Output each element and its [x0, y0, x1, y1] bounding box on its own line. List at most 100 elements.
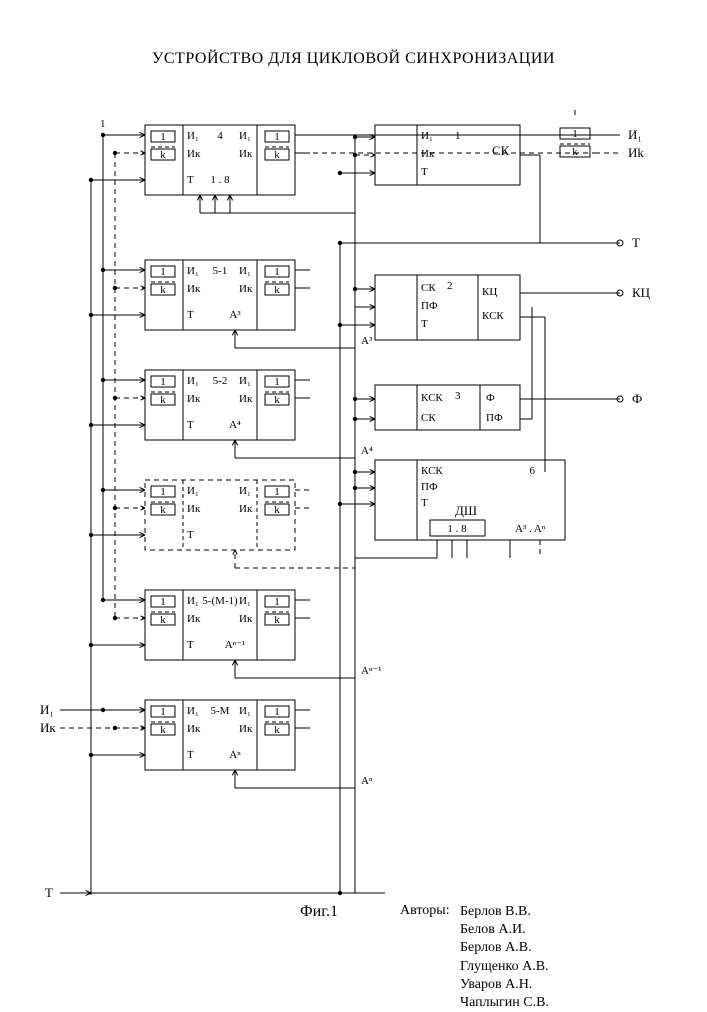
svg-text:1: 1	[274, 266, 280, 278]
svg-text:1 . 8: 1 . 8	[210, 174, 230, 186]
svg-text:ПФ: ПФ	[486, 412, 503, 424]
svg-text:5-2: 5-2	[213, 375, 228, 387]
svg-text:1: 1	[160, 596, 166, 608]
svg-text:КСК: КСК	[421, 465, 443, 477]
svg-text:Aⁿ: Aⁿ	[361, 775, 373, 787]
svg-text:k: k	[160, 504, 166, 516]
svg-text:Т: Т	[45, 885, 53, 900]
svg-text:Ик: Ик	[239, 723, 253, 735]
svg-text:5-(M-1): 5-(M-1)	[202, 595, 238, 607]
svg-text:k: k	[160, 149, 166, 161]
svg-text:КЦ: КЦ	[632, 285, 651, 300]
svg-text:1: 1	[274, 131, 280, 143]
svg-text:k: k	[160, 724, 166, 736]
svg-text:И₁: И₁	[187, 130, 199, 142]
svg-text:Ик: Ик	[239, 393, 253, 405]
svg-text:k: k	[274, 284, 280, 296]
svg-text:1: 1	[572, 128, 578, 140]
svg-text:4: 4	[217, 130, 223, 142]
svg-text:Aⁿ: Aⁿ	[229, 749, 241, 761]
svg-text:Ик: Ик	[421, 148, 435, 160]
svg-text:Ик: Ик	[239, 613, 253, 625]
svg-text:КСК: КСК	[482, 310, 504, 322]
svg-text:Иk: Иk	[628, 145, 644, 160]
svg-text:Т: Т	[187, 749, 194, 761]
svg-text:k: k	[572, 146, 578, 158]
svg-text:6: 6	[530, 465, 536, 477]
svg-text:k: k	[160, 284, 166, 296]
svg-text:И₁: И₁	[187, 485, 199, 497]
svg-text:1: 1	[455, 130, 461, 142]
svg-text:3: 3	[455, 390, 461, 402]
svg-text:И₁: И₁	[421, 130, 433, 142]
svg-text:Ф: Ф	[486, 392, 495, 404]
svg-text:Ик: Ик	[187, 148, 201, 160]
svg-text:A⁴: A⁴	[229, 419, 241, 431]
svg-text:1: 1	[160, 266, 166, 278]
svg-text:A³: A³	[229, 309, 241, 321]
svg-text:Ик: Ик	[187, 283, 201, 295]
svg-text:Aⁿ⁻¹: Aⁿ⁻¹	[225, 639, 246, 651]
svg-text:Ик: Ик	[187, 723, 201, 735]
svg-text:Т: Т	[187, 529, 194, 541]
svg-text:1: 1	[160, 706, 166, 718]
svg-text:Aⁿ⁻¹: Aⁿ⁻¹	[361, 665, 382, 677]
svg-text:И₁: И₁	[239, 485, 251, 497]
svg-text:СК: СК	[421, 282, 436, 294]
svg-text:1: 1	[274, 486, 280, 498]
svg-text:И₁: И₁	[239, 705, 251, 717]
svg-text:ДШ: ДШ	[455, 503, 477, 518]
svg-text:И₁: И₁	[239, 130, 251, 142]
svg-text:И₁: И₁	[239, 595, 251, 607]
svg-text:КЦ: КЦ	[482, 286, 497, 298]
svg-text:И₁: И₁	[187, 265, 199, 277]
svg-text:A⁴: A⁴	[361, 445, 373, 457]
authors-list: Берлов В.В.Белов А.И.Берлов А.В.Глущенко…	[460, 903, 549, 1012]
svg-text:Т: Т	[421, 318, 428, 330]
svg-text:И₁: И₁	[239, 375, 251, 387]
svg-text:2: 2	[447, 280, 453, 292]
svg-text:Ик: Ик	[239, 148, 253, 160]
svg-text:Ик: Ик	[187, 393, 201, 405]
svg-text:Т: Т	[632, 235, 640, 250]
svg-text:A³ . Aⁿ: A³ . Aⁿ	[515, 523, 546, 535]
svg-text:1: 1	[100, 118, 106, 130]
svg-text:1: 1	[160, 376, 166, 388]
svg-text:k: k	[274, 724, 280, 736]
svg-text:A³: A³	[361, 335, 373, 347]
svg-text:Т: Т	[421, 166, 428, 178]
svg-text:Т: Т	[187, 419, 194, 431]
svg-text:Ик: Ик	[239, 283, 253, 295]
svg-text:k: k	[274, 149, 280, 161]
svg-text:k: k	[274, 504, 280, 516]
svg-text:Ик: Ик	[239, 503, 253, 515]
svg-text:k: k	[274, 614, 280, 626]
svg-text:ПФ: ПФ	[421, 481, 438, 493]
svg-text:И₁: И₁	[239, 265, 251, 277]
svg-text:И₁: И₁	[187, 705, 199, 717]
svg-text:СК: СК	[421, 412, 436, 424]
svg-text:Т: Т	[421, 497, 428, 509]
svg-text:k: k	[274, 394, 280, 406]
svg-text:1: 1	[274, 706, 280, 718]
svg-text:Т: Т	[187, 639, 194, 651]
svg-text:И₁: И₁	[628, 127, 642, 142]
svg-text:И₁: И₁	[187, 595, 199, 607]
svg-text:Т: Т	[187, 309, 194, 321]
svg-text:И₁: И₁	[187, 375, 199, 387]
svg-text:Ик: Ик	[40, 720, 56, 735]
svg-text:И₁: И₁	[40, 702, 54, 717]
svg-text:5-1: 5-1	[213, 265, 228, 277]
svg-text:Ф: Ф	[632, 391, 642, 406]
svg-text:5-M: 5-M	[211, 705, 230, 717]
svg-text:СК: СК	[492, 143, 510, 158]
svg-text:ПФ: ПФ	[421, 300, 438, 312]
svg-text:1: 1	[160, 486, 166, 498]
figure-label: Фиг.1	[300, 903, 338, 921]
svg-text:Ик: Ик	[187, 503, 201, 515]
svg-text:1: 1	[274, 596, 280, 608]
svg-text:КСК: КСК	[421, 392, 443, 404]
svg-text:1: 1	[160, 131, 166, 143]
svg-text:k: k	[160, 394, 166, 406]
svg-text:k: k	[160, 614, 166, 626]
